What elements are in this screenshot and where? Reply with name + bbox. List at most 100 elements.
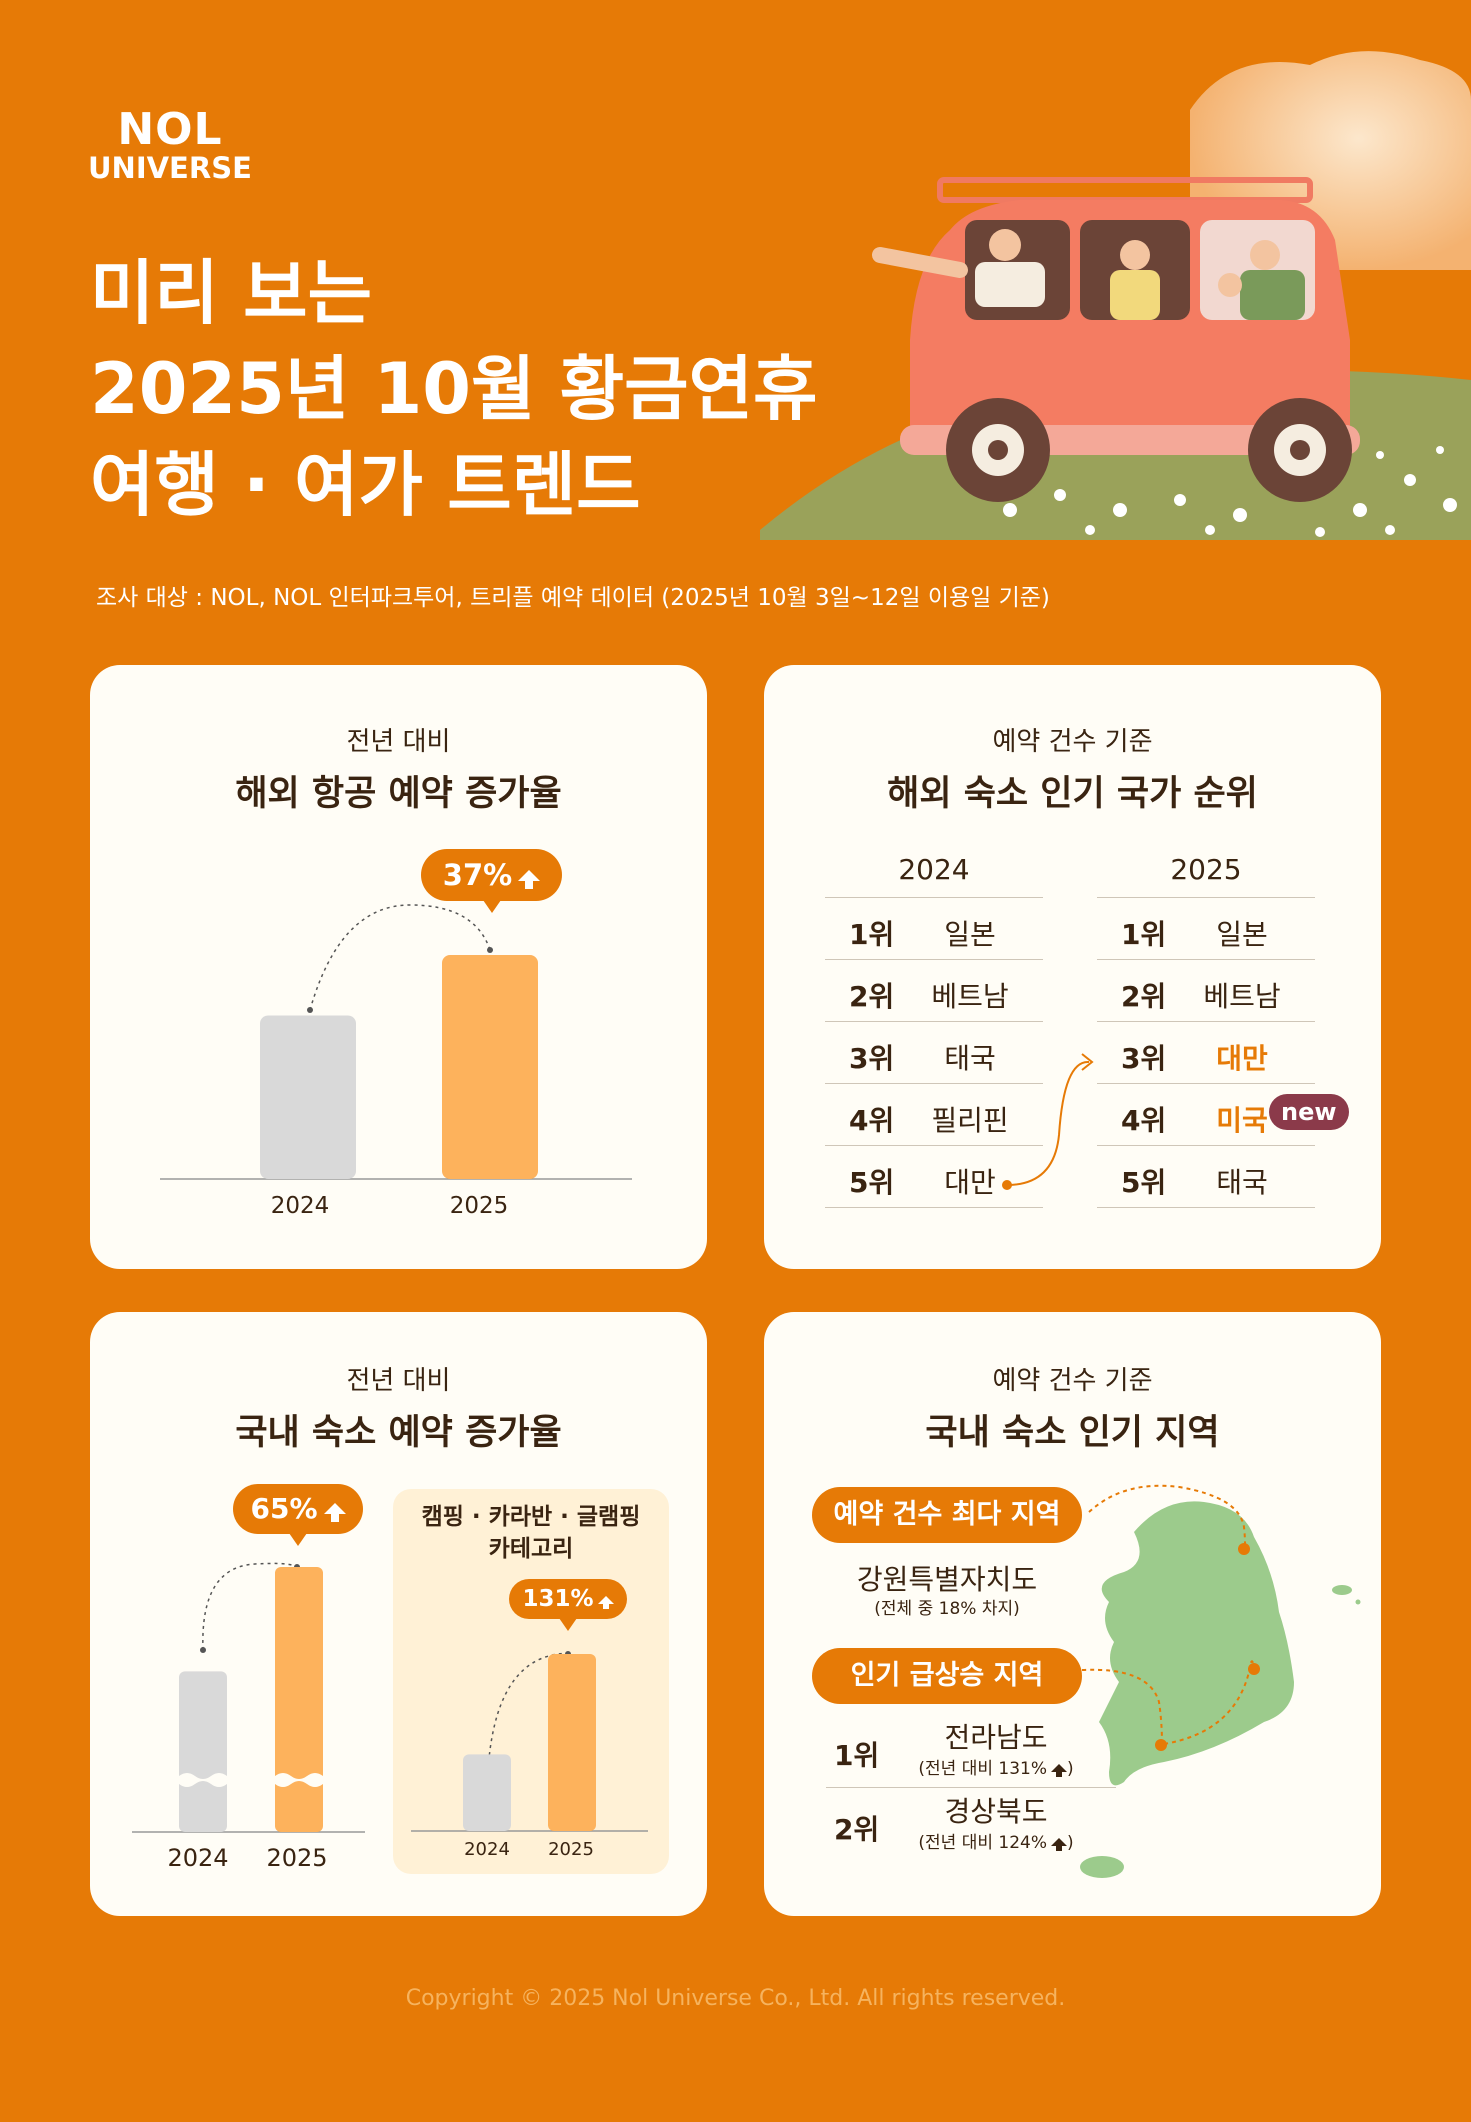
map-marker (1238, 1543, 1250, 1555)
arrow-up-icon (1050, 1764, 1067, 1777)
bar-2024 (260, 1015, 356, 1179)
rise-note-close: ) (1066, 1759, 1074, 1779)
copyright-footer: Copyright © 2025 Nol Universe Co., Ltd. … (405, 1986, 1066, 2011)
rank-row: 1위 일본 (1097, 898, 1315, 960)
card-subtitle: 예약 건수 기준 (992, 727, 1153, 757)
rise-region-note: (전년 대비 124%) (886, 1828, 1106, 1853)
dokdo-island (1355, 1599, 1361, 1605)
rise-rank: 1위 (834, 1739, 880, 1772)
glamping-chart (411, 1651, 648, 1832)
glamping-panel: 캠핑 · 카라반 · 글램핑 카테고리 131% 2024 2025 (393, 1489, 669, 1874)
arrow-up-icon (1050, 1838, 1067, 1851)
card-flight-growth: 전년 대비 해외 항공 예약 증가율 37% 2024 2025 (90, 665, 707, 1269)
bar-2024 (463, 1754, 511, 1831)
ulleung-island (1332, 1585, 1352, 1595)
rank-number: 4위 (1121, 1104, 1167, 1137)
rank-row: 1위 일본 (825, 898, 1043, 960)
rise-note-text: (전년 대비 131% (918, 1759, 1047, 1779)
glamping-title-line2: 카테고리 (488, 1536, 574, 1562)
rise-note-text: (전년 대비 124% (918, 1833, 1047, 1853)
tick-label: 2024 (270, 1193, 330, 1219)
survey-note: 조사 대상 : NOL, NOL 인터파크투어, 트리플 예약 데이터 (202… (96, 585, 1050, 611)
tick-label: 2024 (464, 1839, 510, 1860)
rank-number: 3위 (1121, 1042, 1167, 1075)
rising-region-row: 2위 경상북도 (전년 대비 124%) (826, 1790, 1116, 1862)
arrow-up-icon (518, 870, 541, 889)
person-icon (989, 229, 1021, 261)
person-icon (1218, 273, 1242, 297)
rise-region-note: (전년 대비 131%) (886, 1754, 1106, 1779)
map-marker (1248, 1663, 1260, 1675)
country-name: 태국 (944, 1042, 996, 1075)
growth-badge: 131% (509, 1579, 627, 1631)
country-name: 일본 (1216, 918, 1268, 951)
brand-logo: NOL UNIVERSE (88, 108, 252, 183)
rise-note-close: ) (1066, 1833, 1074, 1853)
rank-row: 2위 베트남 (825, 960, 1043, 1022)
rank-move-arrow (1002, 1053, 1094, 1190)
brand-line2: UNIVERSE (88, 151, 252, 185)
axis-break-mark (179, 1773, 227, 1787)
card-title: 해외 항공 예약 증가율 (235, 774, 562, 814)
jeju-island (1080, 1856, 1124, 1878)
card-domestic-growth: 전년 대비 국내 숙소 예약 증가율 65% 2024 2025 캠핑 · 카라… (90, 1312, 707, 1916)
rise-region-name: 경상북도 (944, 1795, 1048, 1828)
card-title: 국내 숙소 예약 증가율 (235, 1413, 562, 1453)
bars (179, 1567, 323, 1832)
tick-label: 2025 (266, 1844, 328, 1872)
arrow-up-icon (597, 1596, 614, 1609)
rank-number: 5위 (849, 1166, 895, 1199)
flight-chart (160, 904, 632, 1180)
rank-number: 2위 (849, 980, 895, 1013)
rank-number: 5위 (1121, 1166, 1167, 1199)
rank-number: 1위 (1121, 918, 1167, 951)
rank-column-2024: 2024 1위 일본 2위 베트남 3위 태국 4위 필리핀 5위 대만 (825, 850, 1043, 1208)
growth-value: 131% (522, 1586, 594, 1612)
connector-line (1163, 1660, 1255, 1745)
growth-arc (202, 1562, 298, 1651)
glamping-title-line1: 캠핑 · 카라반 · 글램핑 (421, 1504, 641, 1530)
rank-number: 4위 (849, 1104, 895, 1137)
growth-arc (486, 1652, 569, 1798)
country-name: 태국 (1216, 1166, 1268, 1199)
top-region-name: 강원특별자치도 (856, 1563, 1038, 1596)
growth-arc (309, 904, 491, 1011)
tick-label: 2024 (167, 1844, 229, 1872)
country-name: 베트남 (931, 980, 1009, 1013)
rank-row: 2위 베트남 (1097, 960, 1315, 1022)
card-subtitle: 전년 대비 (346, 1366, 451, 1396)
arrow-right-icon (1081, 1053, 1094, 1071)
country-name-highlight: 미국 (1216, 1104, 1268, 1137)
person-icon (1250, 240, 1280, 270)
country-name: 일본 (944, 918, 996, 951)
title-line2: 2025년 10월 황금연휴 (90, 348, 818, 430)
country-name: 대만 (944, 1166, 996, 1199)
new-badge: new (1269, 1094, 1349, 1130)
card-title: 국내 숙소 인기 지역 (925, 1413, 1220, 1453)
korea-mainland (1099, 1501, 1294, 1786)
growth-value: 65% (250, 1492, 318, 1525)
card-overseas-ranking: 예약 건수 기준 해외 숙소 인기 국가 순위 2024 1위 일본 2위 베트남 … (764, 665, 1381, 1269)
growth-badge: 37% (421, 849, 562, 913)
rise-rank: 2위 (834, 1813, 880, 1846)
rank-row: 5위 대만 (825, 1146, 1043, 1208)
rank-row: 5위 태국 (1097, 1146, 1315, 1208)
country-name: 필리핀 (931, 1104, 1009, 1137)
rising-region-pill: 인기 급상승 지역 (812, 1648, 1082, 1704)
bar-2025 (548, 1654, 596, 1831)
bars (463, 1654, 596, 1831)
growth-badge: 65% (233, 1484, 363, 1546)
tick-label: 2025 (449, 1193, 509, 1219)
map-marker (1155, 1739, 1167, 1751)
card-subtitle: 전년 대비 (346, 727, 451, 757)
rank-number: 1위 (849, 918, 895, 951)
connector-line (1081, 1668, 1163, 1745)
rank-year: 2024 (825, 850, 1043, 898)
axis-break-mark (275, 1773, 323, 1787)
rank-row: 4위 필리핀 (825, 1084, 1043, 1146)
title-line1: 미리 보는 (90, 252, 372, 334)
rise-region-name: 전라남도 (944, 1721, 1048, 1754)
country-name-highlight: 대만 (1216, 1042, 1268, 1075)
rank-row: 3위 태국 (825, 1022, 1043, 1084)
page-title: 미리 보는 2025년 10월 황금연휴 여행 · 여가 트렌드 (90, 245, 817, 533)
